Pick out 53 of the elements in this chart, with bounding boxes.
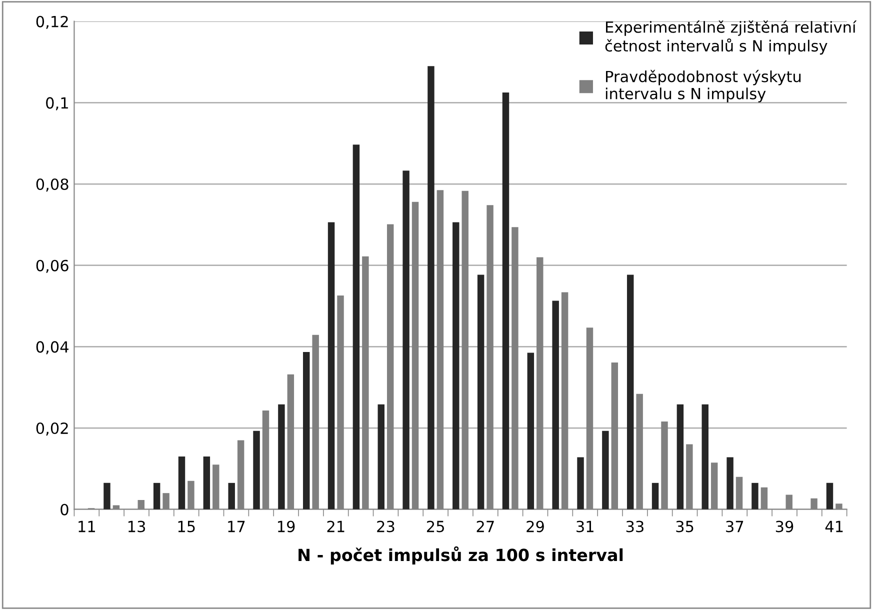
legend-label: Experimentálně zjištěná relativní četnost intervalů s N impulsy [605,20,857,55]
bar [402,170,410,510]
bar [302,352,310,510]
y-tick-label: 0,1 [46,97,68,110]
x-tick-label: 39 [776,520,794,532]
x-tick-label: 21 [327,520,344,532]
x-tick-label: 23 [377,520,394,532]
x-tick-label: 35 [676,520,694,532]
bar [203,456,210,510]
y-tick-label: 0,04 [36,341,68,354]
y-tick-label: 0,12 [36,16,68,29]
bar [278,404,285,510]
x-tick-label: 25 [426,520,444,532]
y-tick-label: 0,06 [36,260,68,273]
x-tick-label: 31 [576,520,594,532]
bar [527,352,534,510]
x-tick-label: 13 [128,520,146,532]
bar [676,404,684,510]
bar [826,482,834,510]
bar [652,482,659,510]
bar [626,274,634,510]
bar [577,457,584,510]
y-tick-label: 0,02 [36,422,68,436]
bar [378,404,384,510]
legend-label: Pravděpodobnost výskytu intervalu s N impulsy [606,70,801,102]
bar [452,222,460,510]
bar [428,66,434,510]
bar [228,482,235,510]
x-tick-label: 29 [526,520,544,532]
x-tick-label: 37 [726,520,744,532]
y-tick-label: 0,08 [36,178,68,192]
bar [328,222,335,510]
bar [602,430,609,510]
x-axis-title: N - počet impulsů za 100 s interval [298,546,623,564]
bar [477,274,484,510]
x-tick-label: 33 [626,520,644,532]
x-tick-label: 41 [825,520,843,532]
bar [104,482,110,510]
x-tick-label: 19 [278,520,295,532]
bar [178,456,186,510]
x-tick-label: 17 [228,520,245,532]
bar [552,300,559,510]
bar [702,404,708,510]
x-tick-label: 15 [178,520,195,532]
bar [502,92,510,510]
bar [352,144,360,510]
y-tick-label: 0 [60,504,68,516]
bar [253,430,260,510]
bar [726,457,734,510]
bar [153,482,160,510]
bar [752,482,758,510]
x-tick-label: 11 [78,520,95,532]
x-tick-label: 27 [476,520,494,532]
